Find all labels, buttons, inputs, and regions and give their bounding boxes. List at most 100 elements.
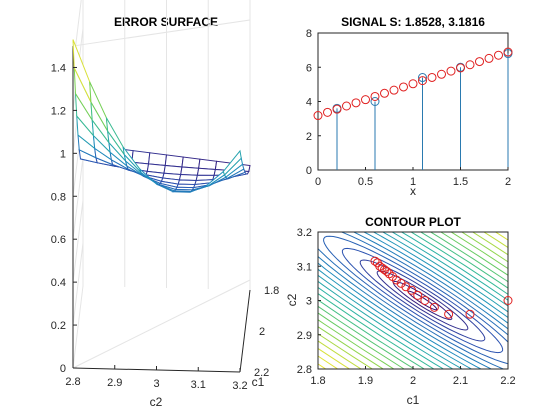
signal-fit-marker: [427, 72, 437, 82]
signal-y-tick-label: 2: [306, 131, 312, 143]
signal-fit-marker: [323, 107, 332, 117]
contour-path-marker: [407, 285, 417, 295]
contour-line: [376, 270, 469, 331]
contour-path-marker: [503, 296, 513, 305]
surface-x-label: c2: [150, 395, 163, 409]
surface-y-tick-label: 2: [259, 326, 265, 338]
contour-path-marker: [382, 266, 392, 276]
contour-path-marker: [377, 263, 387, 273]
surface-y-axis: [239, 289, 251, 373]
surface-facet: [222, 149, 242, 176]
contour-path-marker: [396, 278, 406, 288]
contour-x-tick-label: 1.8: [310, 375, 325, 387]
signal-fit-marker: [494, 50, 503, 60]
contour-x-tick-label: 2: [410, 375, 416, 387]
signal-fit-marker: [342, 101, 351, 111]
contour-y-tick-label: 3: [306, 296, 312, 308]
surface-z-tick-label: 0: [60, 363, 66, 375]
surface-y-label: c1: [252, 375, 265, 389]
surface-facet: [147, 152, 168, 167]
surface-facet: [171, 190, 193, 193]
surface-facet: [181, 156, 201, 169]
signal-fit-marker: [370, 91, 380, 101]
surface-x-tick-label: 3: [153, 378, 159, 390]
contour-path-marker: [413, 290, 423, 300]
surface-z-tick-label: 0.8: [51, 191, 66, 203]
signal-fit-marker: [456, 63, 465, 73]
surface-z-tick-label: 1.4: [51, 62, 66, 74]
signal-fit-marker: [437, 69, 446, 79]
surface-z-tick-label: 1: [60, 148, 66, 160]
contour-path-marker: [444, 309, 454, 319]
contour-line: [318, 232, 508, 369]
contour-path-marker: [465, 309, 475, 319]
signal-fit-markers: [313, 47, 513, 121]
contour-y-tick-label: 3.1: [297, 261, 312, 273]
signal-sample-marker: [418, 73, 427, 83]
surface-z-tick-label: 0.6: [51, 234, 66, 246]
contour-title: CONTOUR PLOT: [365, 215, 461, 229]
contour-line: [323, 235, 508, 365]
signal-y-tick-label: 0: [306, 165, 312, 177]
contour-x-label: c1: [407, 393, 420, 407]
signal-stems: [332, 49, 513, 170]
signal-fit-marker: [351, 98, 361, 108]
contour-path-marker: [391, 275, 401, 285]
signal-y-tick-label: 6: [306, 62, 312, 74]
signal-fit-marker: [418, 76, 427, 86]
surface-z-tick-label: 0.2: [51, 320, 66, 332]
contour-path-marker: [375, 261, 385, 271]
signal-x-tick-label: 2: [505, 176, 511, 188]
contour-line: [359, 259, 486, 342]
signal-title: SIGNAL S: 1.8528, 3.1816: [341, 15, 485, 29]
contour-line: [318, 232, 508, 369]
signal-fit-marker: [503, 47, 513, 57]
signal-fit-marker: [446, 66, 456, 76]
contour-path-marker: [384, 269, 394, 279]
contour-path-markers: [370, 256, 513, 319]
signal-y-tick-label: 8: [306, 28, 312, 40]
surface-facet: [196, 167, 216, 176]
contour-path-marker: [429, 302, 439, 312]
surface-z-tick-label: 0.4: [51, 277, 66, 289]
surface-facet: [164, 154, 184, 168]
signal-y-tick-label: 4: [306, 97, 312, 109]
surface-mesh: [72, 39, 251, 193]
signal-fit-marker: [408, 79, 418, 89]
signal-fit-marker: [475, 57, 484, 67]
contour-x-tick-label: 2.1: [453, 375, 468, 387]
contour-y-label: c2: [285, 293, 299, 306]
signal-x-label: x: [410, 184, 416, 198]
surface-z-tick-label: 1.2: [51, 105, 66, 117]
contour-x-tick-label: 2.2: [500, 375, 515, 387]
signal-sample-marker: [370, 97, 380, 106]
contour-line: [407, 290, 438, 311]
surface-x-tick-label: 2.9: [107, 377, 122, 389]
signal-x-tick-label: 0: [315, 176, 321, 188]
contour-x-tick-label: 1.9: [358, 375, 373, 387]
signal-fit-marker: [361, 95, 370, 105]
contour-y-tick-label: 2.8: [297, 364, 312, 376]
contour-line: [392, 280, 453, 321]
signal-fit-marker: [389, 85, 399, 95]
signal-x-tick-label: 1: [410, 176, 416, 188]
signal-fit-marker: [332, 104, 342, 114]
signal-fit-marker: [484, 53, 494, 63]
signal-chart: SIGNAL S: 1.8528, 3.1816 0 0.5 1 1.5 2 0 2 4 6 8…: [306, 15, 513, 198]
contour-path-marker: [370, 256, 380, 266]
signal-x-tick-label: 1.5: [453, 176, 468, 188]
contour-y-tick-label: 2.9: [297, 330, 312, 342]
contour-path-marker: [420, 296, 430, 305]
signal-fit-marker: [313, 111, 323, 121]
surface-y-tick-label: 2.2: [254, 367, 269, 379]
contour-y-tick-label: 3.2: [297, 227, 312, 239]
surface-facet: [198, 158, 218, 171]
surface-y-tick-label: 1.8: [264, 285, 279, 297]
signal-x-tick-label: 0.5: [358, 176, 373, 188]
signal-fit-marker: [399, 82, 408, 92]
surface-x-tick-label: 3.2: [232, 380, 247, 392]
signal-fit-marker: [380, 88, 389, 98]
error-surface-chart: ERROR SURFACE 2.8 2.9 3 3.1 3.2 1.822.2 00.2…: [51, 0, 279, 409]
